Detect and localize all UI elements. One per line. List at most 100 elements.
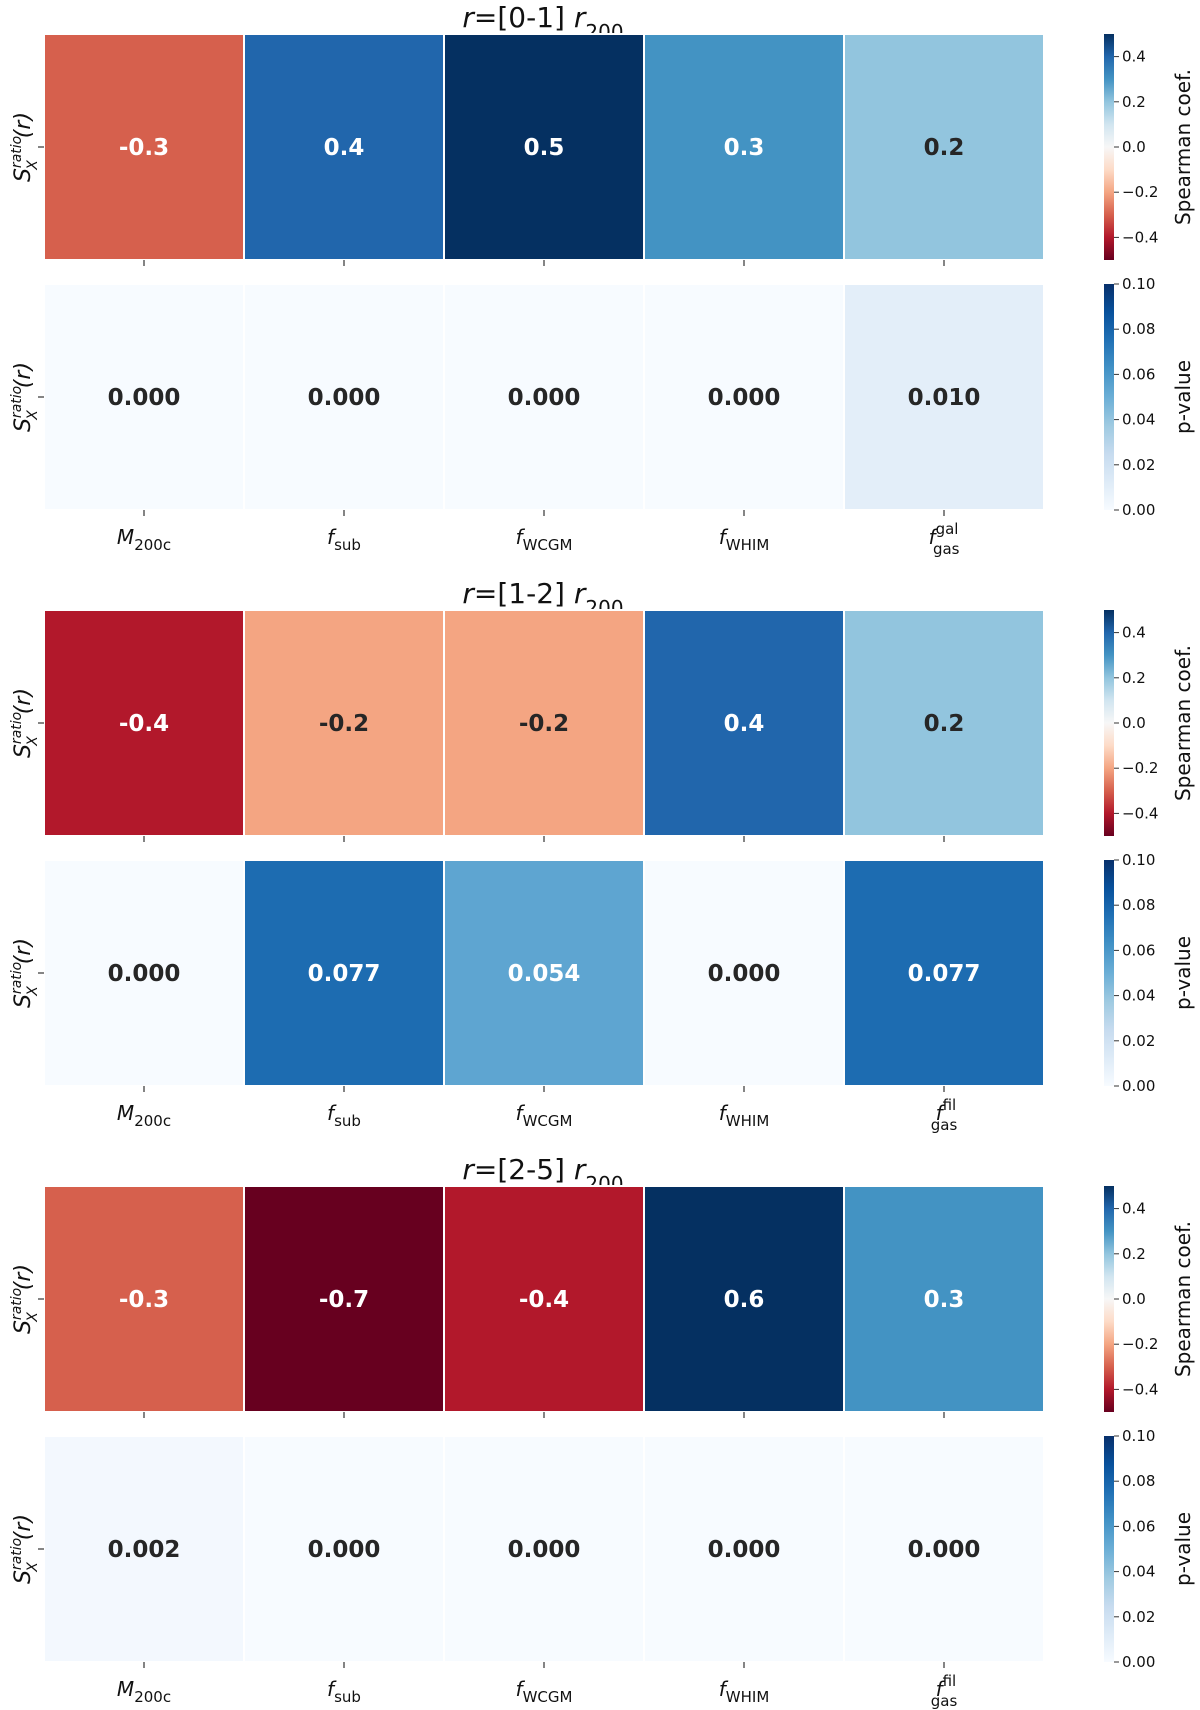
colorbar-tick-label: 0.10 [1122, 851, 1155, 869]
cell-value-label: 0.000 [708, 1537, 781, 1563]
colorbar-tick-label: 0.4 [1122, 1200, 1146, 1218]
colorbar-tick-label: 0.04 [1122, 987, 1155, 1005]
x-tick-label: fWCGM [516, 1677, 573, 1706]
colorbar [1104, 34, 1114, 260]
colorbar-tick-label: 0.06 [1122, 365, 1155, 383]
heatmap-cell [43, 859, 245, 1087]
cell-value-label: 0.000 [708, 961, 781, 987]
colorbar [1104, 1186, 1114, 1412]
cell-value-label: 0.4 [724, 711, 765, 737]
colorbar-tick-label: 0.08 [1122, 896, 1155, 914]
heatmap-cell [843, 859, 1045, 1087]
cell-value-label: 0.077 [908, 961, 981, 987]
colorbar-label: Spearman coef. [1171, 69, 1195, 225]
heatmap-cell [643, 1185, 845, 1413]
colorbar-tick-label: 0.02 [1122, 1608, 1155, 1626]
colorbar-tick-label: 0.04 [1122, 1563, 1155, 1581]
x-tick-label: ffil gas [931, 1096, 958, 1134]
chart-block-3: r=[2-5] r200-0.3 -0.7 -0.4 0.6 0.3SratioX(r)… [9, 1153, 1195, 1710]
chart-title: r=[0-1] r200 [462, 1, 623, 44]
cell-value-label: 0.077 [308, 961, 381, 987]
x-tick-label: fWHIM [719, 525, 770, 554]
colorbar-label: Spearman coef. [1171, 645, 1195, 801]
y-axis-label: SratioX(r) [9, 362, 41, 432]
x-tick-label: fWCGM [516, 525, 573, 554]
heatmap-cell [243, 1185, 445, 1413]
colorbar [1104, 610, 1114, 836]
cell-value-label: 0.000 [908, 1537, 981, 1563]
cell-value-label: -0.4 [519, 1287, 569, 1313]
colorbar-tick-label: 0.04 [1122, 411, 1155, 429]
colorbar-tick-label: 0.00 [1122, 501, 1155, 519]
colorbar-tick-label: 0.08 [1122, 1472, 1155, 1490]
cell-value-label: 0.054 [508, 961, 581, 987]
cell-value-label: 0.000 [708, 385, 781, 411]
heatmap-cell [43, 609, 245, 837]
cell-value-label: 0.4 [324, 135, 365, 161]
y-axis-label: SratioX(r) [9, 688, 41, 758]
heatmap-cell [243, 283, 445, 511]
colorbar-tick-label: −0.2 [1122, 759, 1158, 777]
heatmap-cell [443, 33, 645, 261]
x-tick-label: fWCGM [516, 1101, 573, 1130]
heatmap-cell [43, 1185, 245, 1413]
heatmap-cell [843, 33, 1045, 261]
cell-value-label: 0.2 [924, 135, 965, 161]
colorbar-tick-label: −0.4 [1122, 228, 1158, 246]
colorbar-tick-label: 0.10 [1122, 275, 1155, 293]
cell-value-label: 0.000 [108, 961, 181, 987]
cell-value-label: -0.4 [119, 711, 169, 737]
heatmap-cell [43, 283, 245, 511]
heatmap-panel-spearman: -0.4 -0.2 -0.2 0.4 0.2 SratioX(r) 0.4 0.2 0.0 −0.… [9, 609, 1195, 842]
heatmap-panel-pvalue: 0.000 0.077 0.054 0.000 0.077 SratioX(r) 0.10 0… [9, 851, 1195, 1095]
x-tick-label: ffil gas [931, 1672, 958, 1710]
heatmap-cell [443, 1435, 645, 1663]
colorbar-tick-label: 0.2 [1122, 669, 1146, 687]
heatmap-cell [443, 609, 645, 837]
colorbar-tick-label: 0.4 [1122, 48, 1146, 66]
x-tick-label: M200c [117, 1101, 171, 1130]
cell-value-label: 0.000 [108, 385, 181, 411]
chart-block-2: r=[1-2] r200-0.4 -0.2 -0.2 0.4 0.2SratioX(r)… [9, 577, 1195, 1134]
colorbar [1104, 284, 1114, 510]
cell-value-label: 0.5 [524, 135, 565, 161]
colorbar-tick-label: 0.02 [1122, 1032, 1155, 1050]
colorbar-label: Spearman coef. [1171, 1221, 1195, 1377]
x-tick-label: M200c [117, 525, 171, 554]
colorbar-tick-label: 0.06 [1122, 1517, 1155, 1535]
y-axis-label: SratioX(r) [9, 1264, 41, 1334]
heatmap-cell [643, 283, 845, 511]
colorbar-tick-label: 0.10 [1122, 1427, 1155, 1445]
cell-value-label: -0.2 [519, 711, 569, 737]
colorbar-label: p-value [1171, 936, 1195, 1010]
cell-value-label: 0.000 [508, 1537, 581, 1563]
x-tick-label: fsub [327, 1677, 361, 1706]
x-tick-label: fWHIM [719, 1677, 770, 1706]
colorbar-tick-label: 0.2 [1122, 1245, 1146, 1263]
heatmap-cell [243, 33, 445, 261]
cell-value-label: -0.3 [119, 135, 169, 161]
cell-value-label: -0.7 [319, 1287, 369, 1313]
heatmap-cell [643, 609, 845, 837]
cell-value-label: 0.3 [724, 135, 765, 161]
colorbar-label: p-value [1171, 360, 1195, 434]
colorbar-tick-label: 0.00 [1122, 1653, 1155, 1671]
cell-value-label: 0.3 [924, 1287, 965, 1313]
colorbar-tick-label: −0.4 [1122, 804, 1158, 822]
colorbar-label: p-value [1171, 1512, 1195, 1586]
heatmap-cell [843, 1185, 1045, 1413]
cell-value-label: 0.000 [508, 385, 581, 411]
colorbar-tick-label: 0.00 [1122, 1077, 1155, 1095]
colorbar-tick-label: 0.2 [1122, 93, 1146, 111]
x-tick-label: M200c [117, 1677, 171, 1706]
x-tick-label: fWHIM [719, 1101, 770, 1130]
colorbar [1104, 1436, 1114, 1662]
heatmap-cell [243, 1435, 445, 1663]
y-axis-label: SratioX(r) [9, 938, 41, 1008]
colorbar-tick-label: 0.0 [1122, 138, 1146, 156]
colorbar [1104, 860, 1114, 1086]
x-tick-label: fsub [327, 1101, 361, 1130]
colorbar-tick-label: −0.2 [1122, 183, 1158, 201]
chart-root: r=[0-1] r200-0.3 0.4 0.5 0.3 0.2SratioX(r)0.… [9, 1, 1195, 1710]
heatmap-panel-spearman: -0.3 0.4 0.5 0.3 0.2 SratioX(r) 0.4 0.2 0.0 −0.2 −… [9, 33, 1195, 266]
